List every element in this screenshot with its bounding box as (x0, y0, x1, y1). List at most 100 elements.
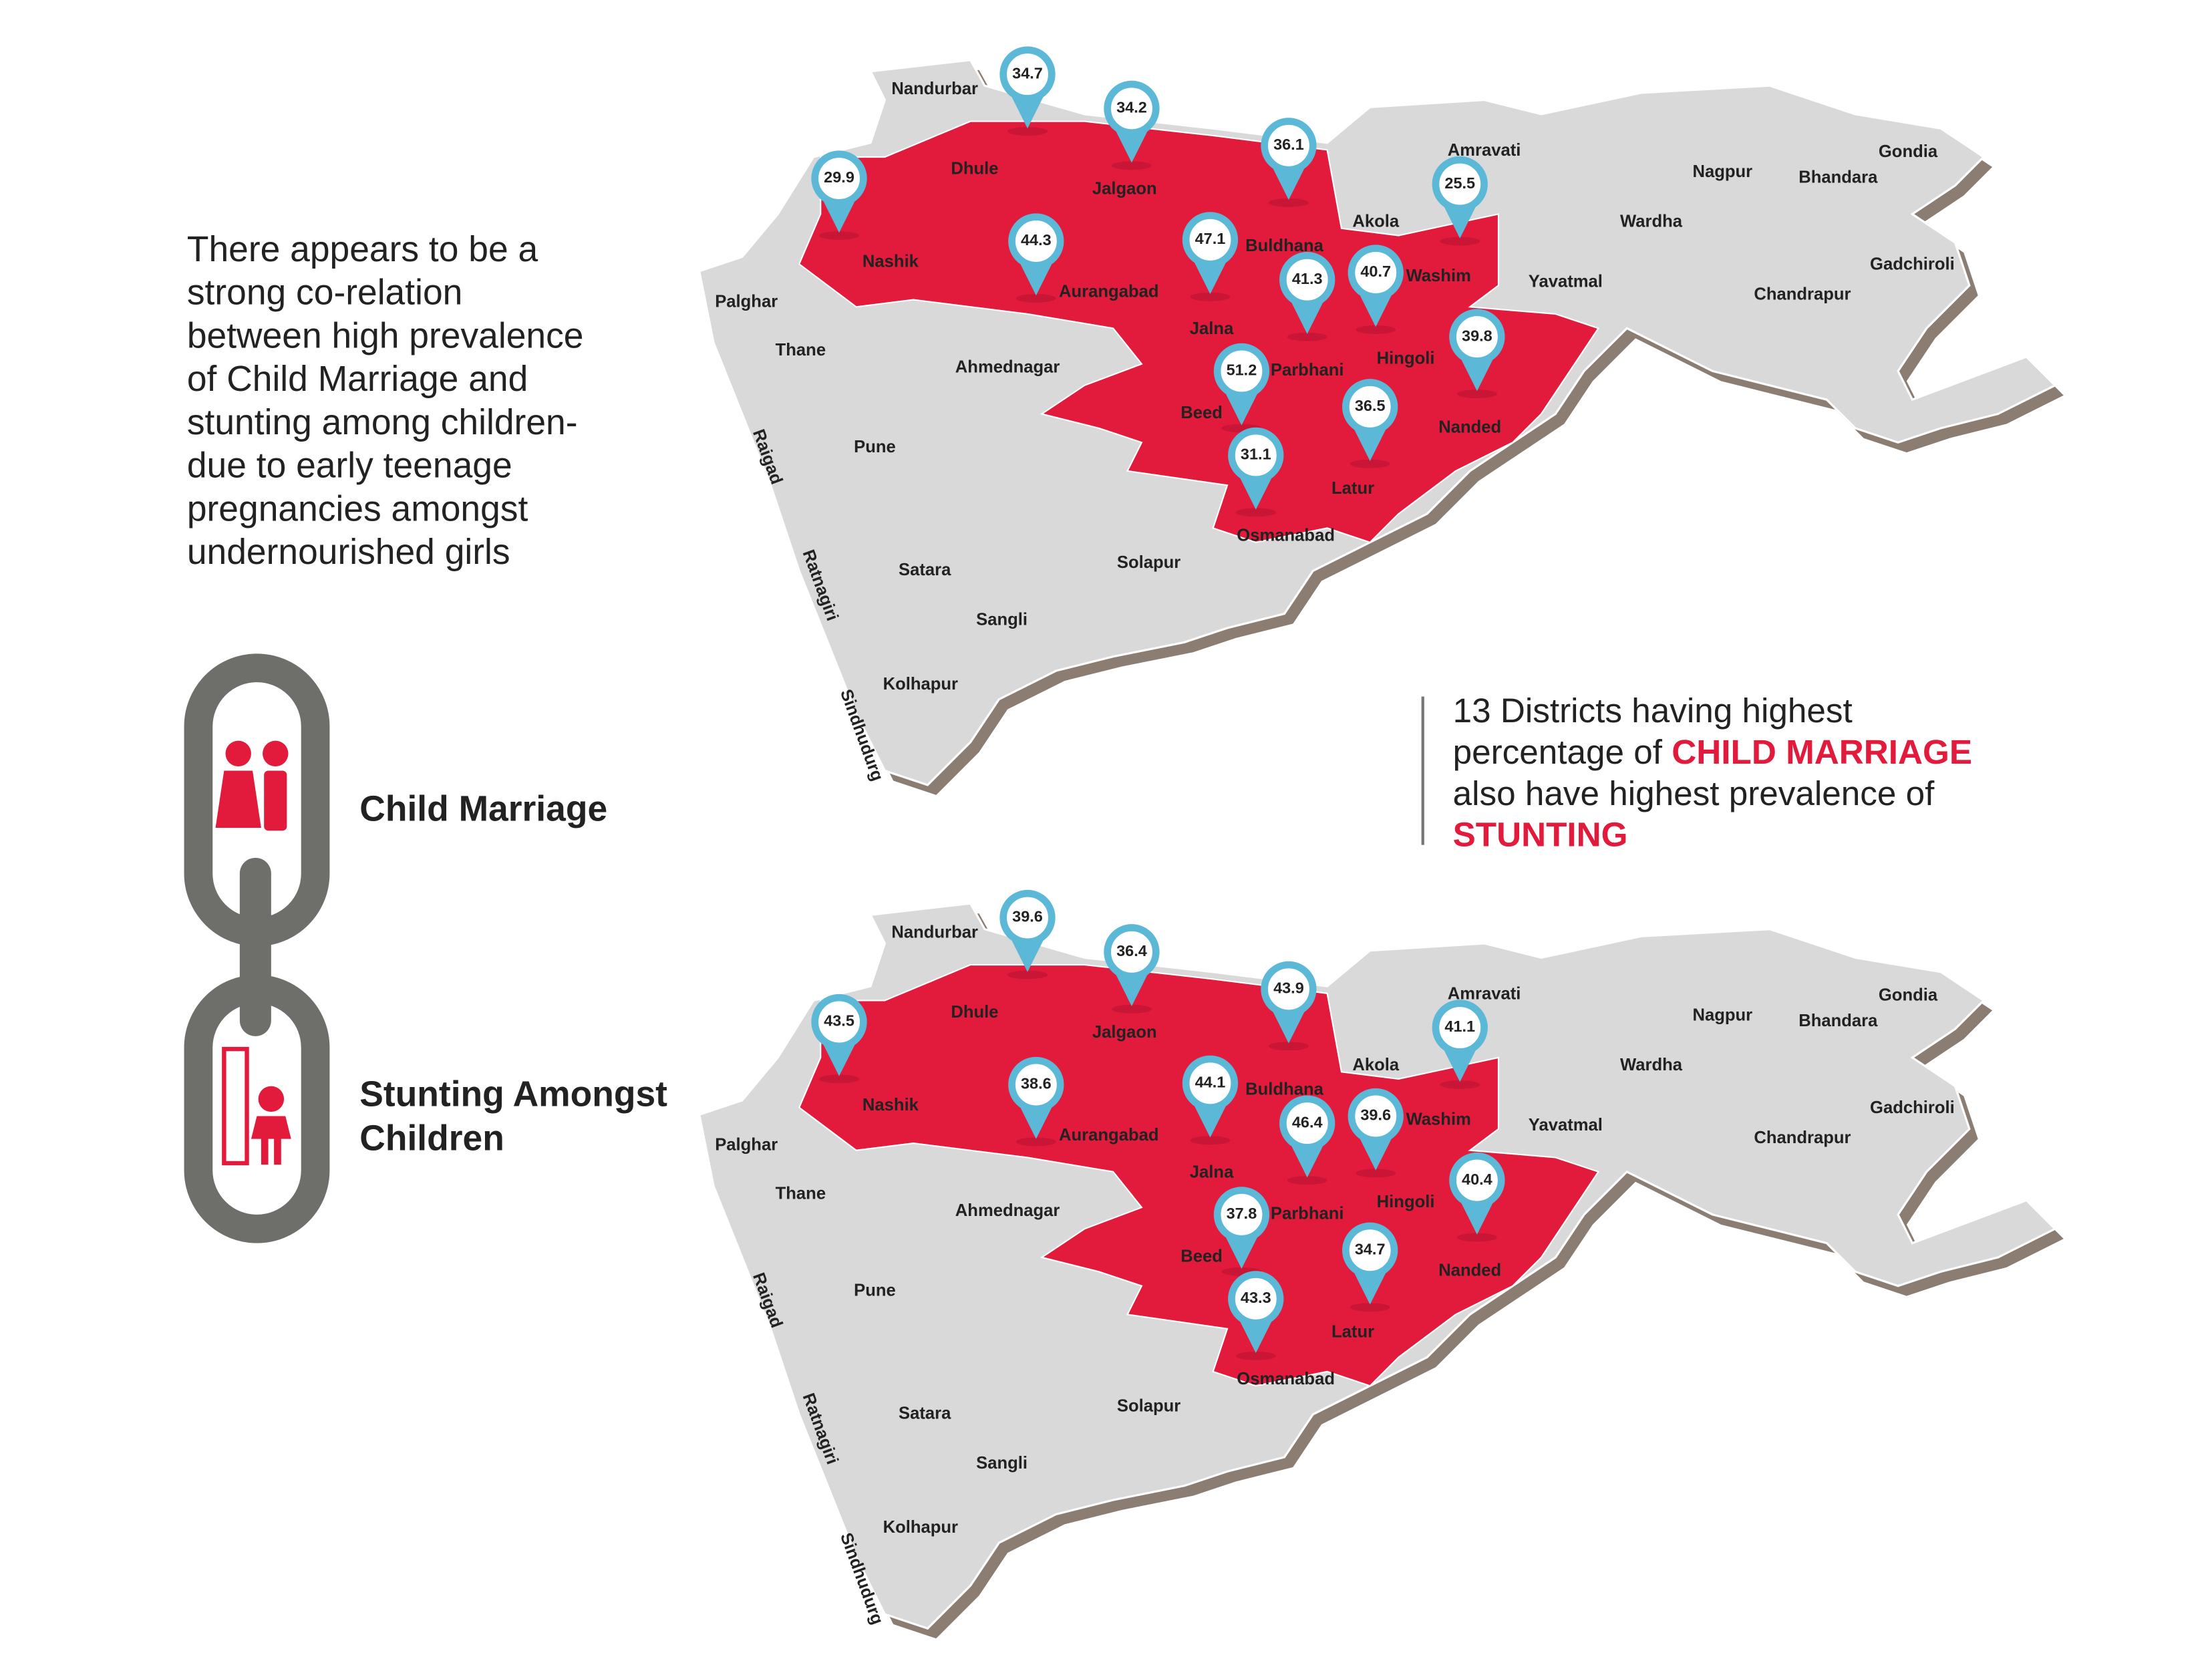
pin-shadow (1190, 292, 1231, 301)
pin-shadow (1235, 508, 1276, 517)
pin-value: 37.8 (1227, 1205, 1257, 1222)
pin: 47.1 (1182, 212, 1239, 301)
description-line: stunting among children- (187, 403, 578, 442)
pin-shadow (1015, 294, 1056, 303)
district-label: Latur (1331, 1323, 1374, 1342)
pin-shadow (1007, 970, 1048, 979)
pin: 43.3 (1228, 1271, 1284, 1360)
pin-head (1261, 118, 1317, 174)
pin-shadow (819, 231, 859, 240)
district-label: Thane (776, 341, 826, 359)
pin-head (1342, 1222, 1398, 1278)
pin: 38.6 (1008, 1056, 1064, 1147)
pin: 46.4 (1279, 1095, 1335, 1185)
district-label: Chandrapur (1754, 1128, 1851, 1147)
pin: 29.9 (811, 150, 867, 240)
district-label: Osmanabad (1237, 1370, 1335, 1388)
pin-value: 36.4 (1116, 942, 1147, 959)
pin-value: 29.9 (824, 168, 854, 186)
pin-shadow (1235, 1351, 1276, 1360)
pin-shadow (1350, 459, 1390, 468)
pin-head (811, 994, 867, 1050)
pin-value: 43.9 (1273, 979, 1304, 997)
height-icon (222, 1046, 291, 1166)
pin-head (1213, 1187, 1270, 1243)
description-line: pregnancies amongst (187, 489, 528, 528)
pin: 39.8 (1449, 309, 1505, 399)
district-label: Palghar (715, 292, 778, 311)
pin-value: 41.1 (1444, 1018, 1475, 1035)
pin-head (1432, 1000, 1488, 1056)
district-label: Nandurbar (891, 923, 978, 941)
callout-text: 13 Districts having highest (1453, 692, 1853, 730)
pin: 44.1 (1182, 1055, 1239, 1145)
pin-shadow (1456, 1233, 1497, 1242)
chain-icon (184, 653, 330, 1243)
pin-value: 43.5 (824, 1012, 854, 1030)
callout-line: percentage of CHILD MARRIAGE (1453, 733, 1973, 771)
district-label: Nagpur (1692, 162, 1752, 181)
pin-value: 38.6 (1021, 1075, 1052, 1092)
legend-label: Child Marriage (359, 789, 607, 828)
pin-value: 39.8 (1462, 327, 1492, 344)
district-label: Washim (1406, 267, 1471, 285)
district-label: Buldhana (1245, 1080, 1323, 1098)
pin-head (1342, 379, 1398, 435)
district-label: Hingoli (1377, 1193, 1435, 1211)
highlight-region (798, 120, 1600, 543)
pin-head (1104, 924, 1160, 980)
pin-shadow (1287, 332, 1327, 341)
pin-shadow (1356, 325, 1396, 334)
pin-shadow (1350, 1303, 1390, 1312)
couple-icon (215, 740, 289, 831)
legend-label: Children (359, 1119, 504, 1159)
pin-head (1182, 212, 1239, 268)
pin-shadow (819, 1074, 859, 1084)
pin-shadow (1269, 198, 1309, 207)
callout-line: 13 Districts having highest (1453, 692, 1853, 730)
district-label: Palghar (715, 1136, 778, 1155)
pin: 25.5 (1432, 156, 1488, 246)
pin-head (999, 46, 1056, 102)
pin: 39.6 (999, 889, 1056, 979)
highlight-region (798, 963, 1600, 1387)
description-line: There appears to be a (187, 230, 538, 269)
district-label: Bhandara (1798, 1012, 1878, 1030)
district-label: Akola (1352, 212, 1400, 231)
pin-head (1008, 213, 1064, 269)
district-label: Nanded (1438, 418, 1501, 436)
pin: 39.6 (1348, 1088, 1404, 1178)
district-label: Nashik (862, 252, 919, 271)
district-label: Kolhapur (883, 675, 958, 694)
pin-value: 31.1 (1241, 446, 1271, 463)
pin: 51.2 (1213, 343, 1270, 433)
district-label: Yavatmal (1529, 272, 1603, 291)
district-label: Gadchiroli (1870, 1098, 1955, 1117)
district-label: Hingoli (1377, 349, 1435, 368)
pin-value: 34.2 (1116, 99, 1147, 116)
description-line: strong co-relation (187, 273, 463, 313)
pin: 36.5 (1342, 379, 1398, 468)
pin-shadow (1456, 390, 1497, 399)
pin: 40.4 (1449, 1152, 1505, 1242)
pin: 44.3 (1008, 213, 1064, 303)
description-line: undernourished girls (187, 532, 510, 572)
pin-value: 44.3 (1021, 231, 1052, 249)
pin-shadow (1287, 1176, 1327, 1185)
callout-text: also have highest prevalence of (1453, 774, 1935, 812)
district-label: Jalna (1190, 319, 1234, 338)
pin-shadow (1190, 1136, 1231, 1145)
district-label: Pune (854, 438, 896, 456)
district-label: Beed (1180, 404, 1223, 422)
district-label: Thane (776, 1184, 826, 1203)
pin: 41.3 (1279, 252, 1335, 341)
pin-shadow (1112, 1004, 1152, 1014)
pin-value: 41.3 (1292, 270, 1323, 287)
district-label: Dhule (951, 1003, 998, 1022)
district-label: Nashik (862, 1096, 919, 1114)
description-line: between high prevalence (187, 316, 584, 355)
pin-value: 40.4 (1462, 1171, 1492, 1188)
pin-head (1449, 309, 1505, 365)
